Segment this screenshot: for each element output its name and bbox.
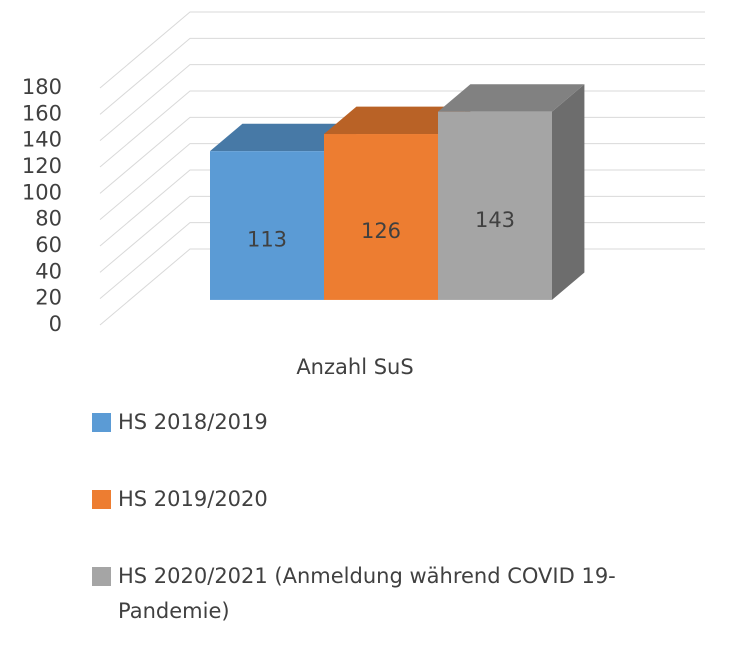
legend-swatch xyxy=(92,567,111,586)
bar xyxy=(324,134,438,300)
grid-line xyxy=(99,11,705,89)
grid-line xyxy=(99,64,705,142)
bar xyxy=(438,111,552,300)
bar-top xyxy=(210,123,357,152)
x-tick-label: Anzahl SuS xyxy=(296,355,413,379)
bar xyxy=(210,151,324,300)
y-tick-label: 80 xyxy=(35,207,62,231)
data-label: 126 xyxy=(361,219,401,243)
bar-top xyxy=(324,106,471,135)
y-tick-label: 100 xyxy=(22,180,62,204)
bar-side xyxy=(552,84,585,300)
legend-swatch xyxy=(92,413,111,432)
legend-label: HS 2019/2020 xyxy=(118,487,268,511)
y-tick-label: 120 xyxy=(22,154,62,178)
legend-swatch xyxy=(92,490,111,509)
legend: HS 2018/2019 HS 2019/2020 HS 2020/2021 (An… xyxy=(92,405,732,671)
legend-item: HS 2020/2021 (Anmeldung während COVID 19… xyxy=(92,559,732,629)
bar-top xyxy=(438,84,585,112)
y-tick-label: 180 xyxy=(22,75,62,99)
y-tick-label: 0 xyxy=(49,312,62,336)
legend-label: HS 2020/2021 (Anmeldung während COVID 19… xyxy=(118,564,616,623)
y-tick-label: 40 xyxy=(35,259,62,283)
legend-item: HS 2019/2020 xyxy=(92,482,732,517)
y-tick-label: 160 xyxy=(22,101,62,125)
y-tick-label: 20 xyxy=(35,286,62,310)
data-label: 113 xyxy=(247,228,287,252)
page: {"chart_data": {"type": "bar", "categori… xyxy=(21,11,705,623)
y-tick-label: 140 xyxy=(22,128,62,152)
grid-line xyxy=(99,37,705,115)
data-label: 143 xyxy=(475,208,515,232)
y-tick-label: 60 xyxy=(35,233,62,257)
legend-label: HS 2018/2019 xyxy=(118,410,268,434)
legend-item: HS 2018/2019 xyxy=(92,405,732,440)
